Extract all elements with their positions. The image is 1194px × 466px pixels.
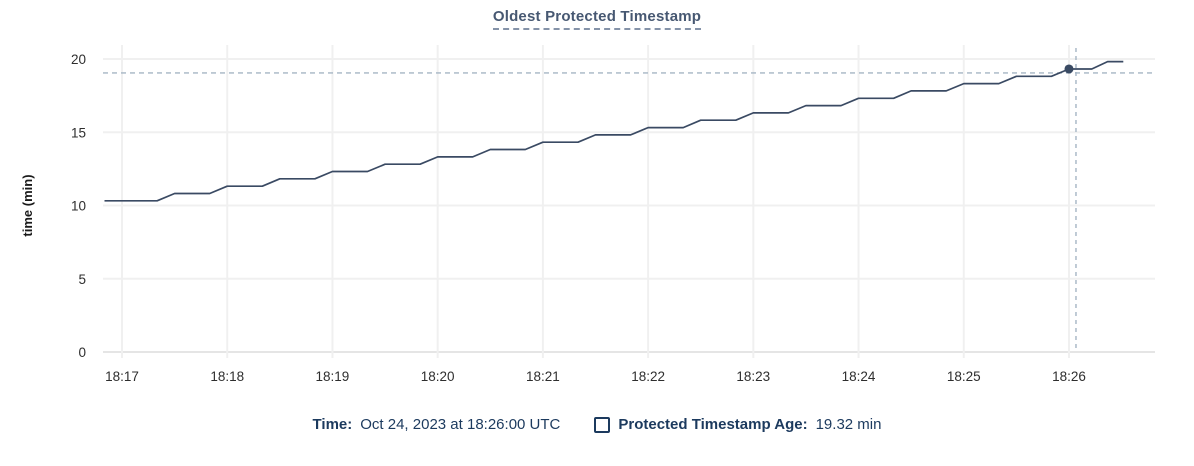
y-tick-label: 20 (71, 52, 86, 67)
x-tick-label: 18:22 (631, 369, 665, 384)
legend-series-value: 19.32 min (815, 416, 882, 433)
legend-series-label: Protected Timestamp Age: (618, 416, 808, 433)
tooltip-time-value: Oct 24, 2023 at 18:26:00 UTC (360, 416, 561, 433)
legend-checkbox-icon[interactable] (594, 416, 611, 433)
hover-point (1064, 64, 1074, 74)
y-tick-label: 15 (71, 125, 86, 140)
x-tick-label: 18:25 (947, 369, 981, 384)
x-tick-label: 18:20 (421, 369, 455, 384)
y-tick-label: 0 (78, 345, 86, 360)
x-tick-label: 18:17 (105, 369, 139, 384)
x-tick-label: 18:23 (736, 369, 770, 384)
y-tick-label: 10 (71, 199, 86, 214)
x-tick-label: 18:24 (842, 369, 876, 384)
tooltip-time-label: Time: (312, 416, 353, 433)
x-tick-label: 18:19 (316, 369, 350, 384)
x-tick-label: 18:18 (210, 369, 244, 384)
y-tick-label: 5 (78, 272, 86, 287)
legend-item-protected-timestamp-age[interactable]: Protected Timestamp Age: 19.32 min (594, 416, 881, 433)
series-line (104, 60, 1124, 202)
x-tick-label: 18:26 (1052, 369, 1086, 384)
hover-tooltip-bar: Time: Oct 24, 2023 at 18:26:00 UTC Prote… (0, 416, 1194, 433)
tooltip-time: Time: Oct 24, 2023 at 18:26:00 UTC (313, 416, 561, 433)
chart-title[interactable]: Oldest Protected Timestamp (492, 8, 702, 30)
x-tick-label: 18:21 (526, 369, 560, 384)
timeseries-plot-area[interactable]: 0 5 10 15 20 18:17 18:18 18:19 18:20 18:21 18:22 18… (0, 0, 1194, 406)
chart-title-row: Oldest Protected Timestamp (0, 8, 1194, 30)
y-axis-title: time (min) (20, 174, 35, 236)
